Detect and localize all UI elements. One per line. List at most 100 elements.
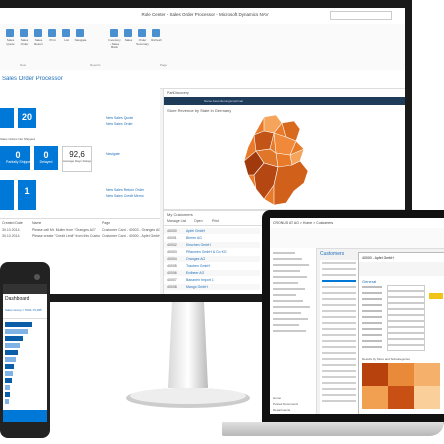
list-item[interactable] <box>322 382 356 384</box>
cue-tile-edge-3[interactable] <box>0 180 14 210</box>
list-item[interactable] <box>322 286 356 288</box>
nav-item[interactable] <box>273 282 298 284</box>
table-row[interactable] <box>164 242 260 248</box>
phone-bar[interactable] <box>5 364 14 369</box>
list-item[interactable] <box>322 268 356 270</box>
field-input[interactable] <box>387 303 425 309</box>
list-item[interactable] <box>322 394 356 396</box>
link-navigate[interactable]: Navigate <box>106 152 120 156</box>
link-new-sales-order[interactable]: New Sales Order <box>106 122 133 126</box>
germany-map[interactable] <box>234 113 324 207</box>
list-item[interactable] <box>322 352 356 354</box>
phone-bar[interactable] <box>5 399 9 404</box>
nav-departments[interactable]: Departments <box>273 408 291 412</box>
customer-name[interactable]: Erdbeer AG <box>186 271 205 275</box>
phone-bar[interactable] <box>5 329 28 334</box>
phone-bar[interactable] <box>5 378 12 383</box>
search-box[interactable] <box>330 11 392 20</box>
phone-bar[interactable] <box>5 322 32 327</box>
field-input[interactable] <box>387 285 425 291</box>
table-row[interactable] <box>164 284 260 290</box>
list-item[interactable] <box>322 292 356 294</box>
table-row[interactable] <box>164 277 260 283</box>
customer-name[interactable]: Kirschen GmbH <box>186 243 211 247</box>
field-input[interactable] <box>387 309 425 315</box>
table-row[interactable] <box>164 228 260 234</box>
field-input[interactable] <box>387 321 425 327</box>
link-new-sales-credit-memo[interactable]: New Sales Credit Memo <box>106 194 144 198</box>
customer-name[interactable]: Oranges AG <box>186 257 206 261</box>
list-item[interactable] <box>322 274 356 276</box>
customer-name[interactable]: Bananen Import 1 <box>186 278 214 282</box>
nav-item[interactable] <box>273 330 306 332</box>
list-item[interactable] <box>322 340 356 342</box>
cue-tile-average-days[interactable]: 92,6 Average Days Delayed <box>62 146 92 172</box>
phone-bar[interactable] <box>5 343 20 348</box>
list-item[interactable] <box>322 364 356 366</box>
field-input[interactable] <box>387 297 425 303</box>
ribbon-button[interactable]: Navigate <box>74 39 87 42</box>
customer-name[interactable]: Birnen AG <box>186 236 202 240</box>
list-item[interactable] <box>322 328 356 330</box>
phone-bar[interactable] <box>5 350 18 355</box>
list-item[interactable] <box>322 310 356 312</box>
nav-item[interactable] <box>273 276 307 278</box>
nav-item[interactable] <box>273 294 296 296</box>
cue-tile-returns[interactable]: 1 <box>18 180 36 210</box>
phone-bar[interactable] <box>5 392 10 397</box>
ribbon-button[interactable]: Refresh <box>151 39 162 42</box>
list-item[interactable] <box>322 334 356 336</box>
action-print[interactable]: Print <box>212 219 220 223</box>
cue-tile-orders[interactable]: 20 <box>18 108 36 128</box>
ribbon-button[interactable]: Sales Order <box>20 39 29 46</box>
nav-item[interactable] <box>273 306 310 308</box>
field-input[interactable] <box>387 339 425 345</box>
field-input[interactable] <box>387 327 425 333</box>
customer-name[interactable]: Trauben GmbH <box>186 264 210 268</box>
ribbon-button[interactable]: List <box>64 39 69 42</box>
nav-item[interactable] <box>273 318 308 320</box>
cue-tile-edge[interactable] <box>0 108 14 128</box>
action-open[interactable]: Open <box>194 219 203 223</box>
ribbon-button[interactable]: Sales Quote <box>6 39 15 46</box>
phone-bar[interactable] <box>5 385 10 390</box>
ribbon-button[interactable]: Sales <box>124 39 133 42</box>
nav-item[interactable] <box>273 288 305 290</box>
phone-bar[interactable] <box>5 371 13 376</box>
card-heatmap[interactable] <box>362 363 440 409</box>
list-item[interactable] <box>322 304 356 306</box>
field-input[interactable] <box>387 315 425 321</box>
section-general[interactable]: General <box>362 279 377 284</box>
nav-item[interactable] <box>273 270 300 272</box>
field-input[interactable] <box>387 291 425 297</box>
list-item[interactable] <box>322 358 356 360</box>
customer-name[interactable]: Apfel GmbH <box>186 229 206 233</box>
ribbon-button[interactable]: Order Summary <box>136 39 149 46</box>
nav-item[interactable] <box>273 264 309 266</box>
table-row[interactable] <box>164 256 260 262</box>
cue-tile-partially-shipped[interactable]: 0 Partially Shipped <box>6 146 30 170</box>
nav-item[interactable] <box>273 324 299 326</box>
phone-bar[interactable] <box>5 357 16 362</box>
nav-item[interactable] <box>273 312 301 314</box>
nav-item[interactable] <box>273 258 302 260</box>
ribbon-button[interactable]: Sales Return <box>33 39 43 46</box>
action-manage-list[interactable]: Manage List <box>167 219 187 223</box>
field-input[interactable] <box>387 345 425 351</box>
table-cell[interactable]: Please create "Credit Limit" from this C… <box>32 234 100 238</box>
nav-posted-documents[interactable]: Posted Documents <box>273 402 299 406</box>
list-item[interactable] <box>322 262 356 264</box>
table-cell[interactable]: Please call Mr. Muller from "Oranges AG" <box>32 228 96 232</box>
factbox-highlight[interactable] <box>429 293 443 299</box>
ribbon-button[interactable]: Print <box>49 39 56 42</box>
ribbon-button[interactable]: Inventory - Sales Back Orders <box>108 39 121 49</box>
list-item[interactable] <box>322 376 356 378</box>
page-breadcrumb[interactable]: Sales Order Processor <box>2 76 63 82</box>
phone-bottom-bar[interactable] <box>3 410 47 422</box>
list-item[interactable] <box>322 322 356 324</box>
list-item[interactable] <box>322 280 356 282</box>
table-cell[interactable]: Customer Card - 40000 - Apfel GmbH <box>102 234 160 238</box>
link-new-sales-return-order[interactable]: New Sales Return Order <box>106 188 145 192</box>
list-item[interactable] <box>322 316 356 318</box>
link-new-sales-quote[interactable]: New Sales Quote <box>106 116 134 120</box>
